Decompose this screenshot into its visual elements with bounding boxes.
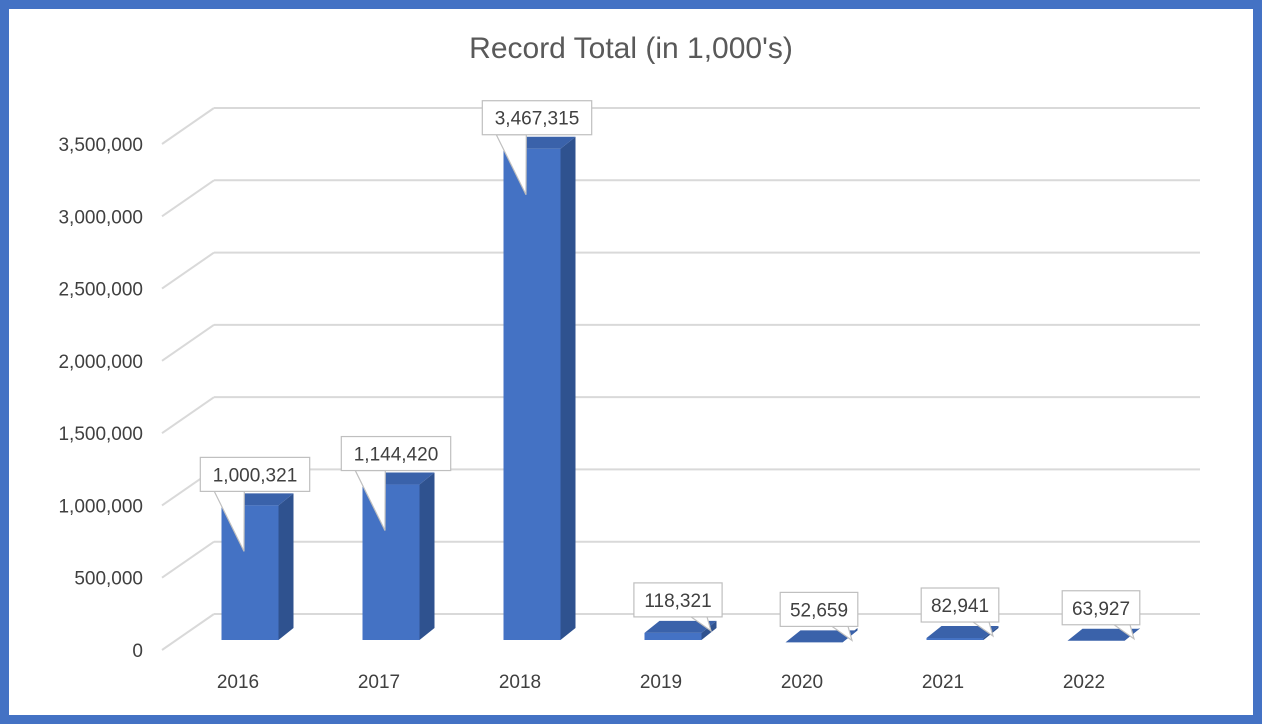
y-tick-label: 0 — [132, 641, 143, 662]
bar-2016 — [221, 493, 294, 640]
bar-front — [926, 638, 984, 640]
bars — [221, 136, 1140, 643]
bar-top — [785, 630, 858, 643]
x-tick-label: 2022 — [1063, 672, 1105, 693]
gridline-diagonal — [161, 613, 215, 651]
data-label-2016: 1,000,321 — [199, 456, 311, 552]
data-label-2022: 63,927 — [1061, 590, 1141, 641]
data-label-text: 118,321 — [644, 591, 711, 612]
y-tick-label: 3,500,000 — [58, 135, 143, 156]
y-tick-label: 1,000,000 — [58, 496, 143, 517]
callout-box — [633, 582, 723, 618]
bar-side — [278, 493, 294, 640]
data-label-text: 63,927 — [1072, 599, 1130, 620]
bar-top — [1067, 628, 1140, 641]
gridline-diagonal — [161, 396, 215, 434]
data-label-2021: 82,941 — [920, 587, 1000, 638]
gridline-diagonal — [161, 251, 215, 290]
bar-top — [926, 626, 999, 639]
bar-2019 — [644, 620, 717, 640]
y-tick-label: 500,000 — [74, 569, 143, 590]
x-tick-label: 2016 — [217, 672, 259, 693]
x-tick-label: 2017 — [358, 672, 400, 693]
bar-front — [503, 148, 561, 640]
y-tick-label: 2,000,000 — [58, 352, 143, 373]
bar-front — [644, 632, 702, 640]
data-labels: 1,000,321 1,144,420 3,467,315 118,321 52,659… — [199, 100, 1141, 642]
bar-side — [419, 472, 435, 640]
data-label-text: 1,144,420 — [354, 445, 439, 466]
data-label-2020: 52,659 — [779, 591, 859, 642]
callout-box — [481, 100, 593, 136]
bar-side — [560, 136, 576, 640]
callout-box — [199, 456, 311, 492]
bar-front — [362, 484, 420, 640]
gridline-diagonal — [161, 540, 215, 579]
gridlines — [161, 107, 1200, 651]
x-tick-label: 2021 — [922, 672, 964, 693]
x-tick-label: 2019 — [640, 672, 682, 693]
y-tick-label: 2,500,000 — [58, 280, 143, 301]
gridline-diagonal — [161, 107, 215, 145]
bar-front — [221, 505, 279, 640]
bar-side — [701, 620, 717, 640]
callout-box — [779, 591, 859, 627]
y-tick-label: 3,000,000 — [58, 207, 143, 228]
x-axis-category-labels: 2016 2017 2018 2019 2020 2021 2022 — [217, 672, 1105, 693]
data-label-text: 1,000,321 — [213, 465, 298, 486]
data-label-text: 3,467,315 — [495, 109, 580, 130]
x-tick-label: 2018 — [499, 672, 541, 693]
callout-box — [340, 435, 452, 472]
data-label-text: 82,941 — [931, 596, 989, 617]
data-label-text: 52,659 — [790, 600, 848, 621]
x-tick-label: 2020 — [781, 672, 823, 693]
data-label-2019: 118,321 — [633, 582, 723, 633]
gridline-diagonal — [161, 324, 215, 362]
bar-2018 — [503, 136, 576, 640]
y-tick-label: 1,500,000 — [58, 424, 143, 445]
callout-box — [1061, 590, 1141, 626]
gridline-diagonal — [161, 179, 215, 218]
y-axis-tick-labels: 0 500,000 1,000,000 1,500,000 2,000,000 2,500… — [58, 135, 143, 662]
bar-top — [644, 620, 717, 633]
chart-title: Record Total (in 1,000's) — [469, 32, 793, 65]
callout-box — [920, 587, 1000, 623]
data-label-2017: 1,144,420 — [340, 435, 452, 531]
data-label-2018: 3,467,315 — [481, 100, 593, 195]
